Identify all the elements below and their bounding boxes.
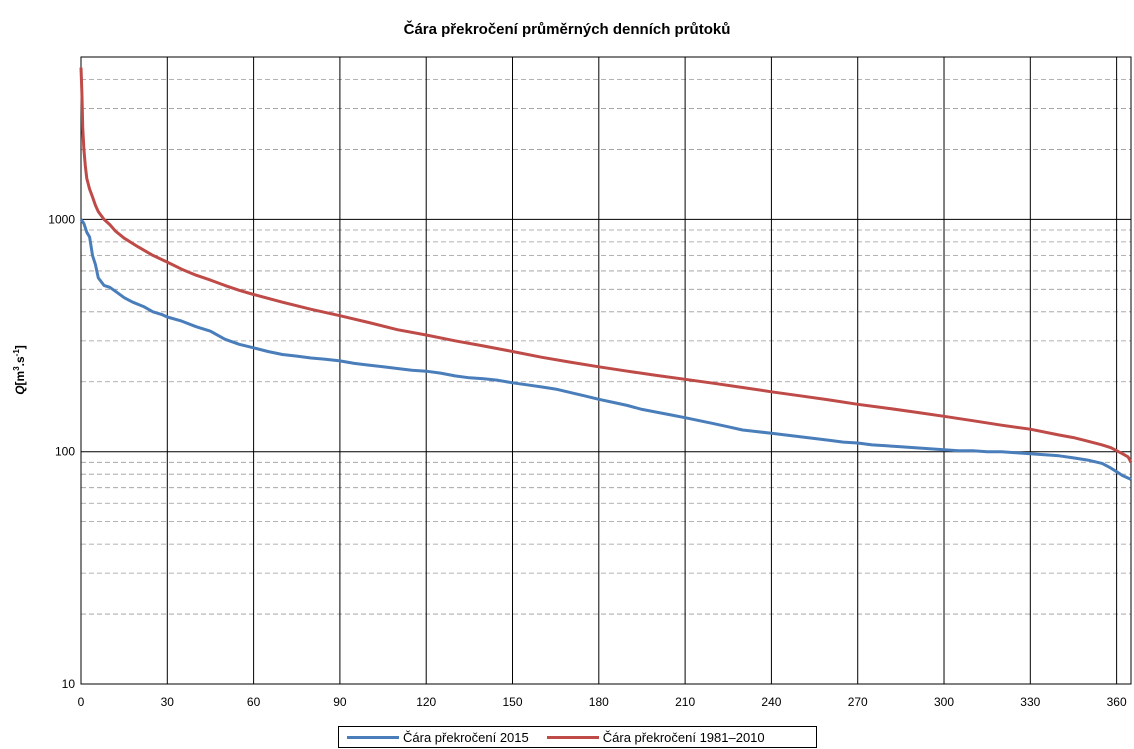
x-tick-label: 210 bbox=[675, 695, 695, 709]
legend-item-series-1: Čára překročení 2015 bbox=[347, 730, 529, 745]
x-tick-label: 270 bbox=[848, 695, 868, 709]
tick-layer: 10 100 1000 0 30 60 90 120 150 180 210 240 270 300 330… bbox=[48, 212, 1127, 709]
legend-label-series-1: Čára překročení 2015 bbox=[403, 729, 529, 745]
y-axis-label: Q[m3.s-1] bbox=[12, 345, 27, 395]
x-tick-label: 60 bbox=[247, 695, 261, 709]
x-tick-label: 150 bbox=[502, 695, 522, 709]
x-tick-label: 120 bbox=[416, 695, 436, 709]
legend-label-series-2: Čára překročení 1981–2010 bbox=[602, 729, 765, 745]
x-tick-label: 300 bbox=[934, 695, 954, 709]
grid-layer bbox=[80, 56, 1131, 685]
chart-legend: Čára překročení 2015 Čára překročení 198… bbox=[338, 726, 817, 748]
x-tick-label: 330 bbox=[1020, 695, 1040, 709]
legend-swatch-series-1 bbox=[347, 735, 399, 739]
x-tick-label: 0 bbox=[78, 695, 85, 709]
y-tick-label: 10 bbox=[62, 677, 76, 691]
x-tick-label: 90 bbox=[333, 695, 347, 709]
y-tick-label: 1000 bbox=[48, 212, 75, 226]
y-tick-label: 100 bbox=[55, 445, 75, 459]
legend-swatch-series-2 bbox=[546, 735, 599, 739]
series-line-1 bbox=[79, 218, 1132, 481]
x-tick-label: 240 bbox=[761, 695, 781, 709]
legend-item-series-2: Čára překročení 1981–2010 bbox=[546, 729, 765, 745]
x-tick-label: 360 bbox=[1107, 695, 1127, 709]
plot-frame bbox=[80, 56, 1132, 685]
x-tick-label: 180 bbox=[589, 695, 609, 709]
series-line-2 bbox=[79, 67, 1133, 464]
chart-title: Čára překročení průměrných denních průto… bbox=[403, 21, 731, 38]
series-layer bbox=[79, 67, 1133, 481]
x-tick-label: 30 bbox=[161, 695, 175, 709]
